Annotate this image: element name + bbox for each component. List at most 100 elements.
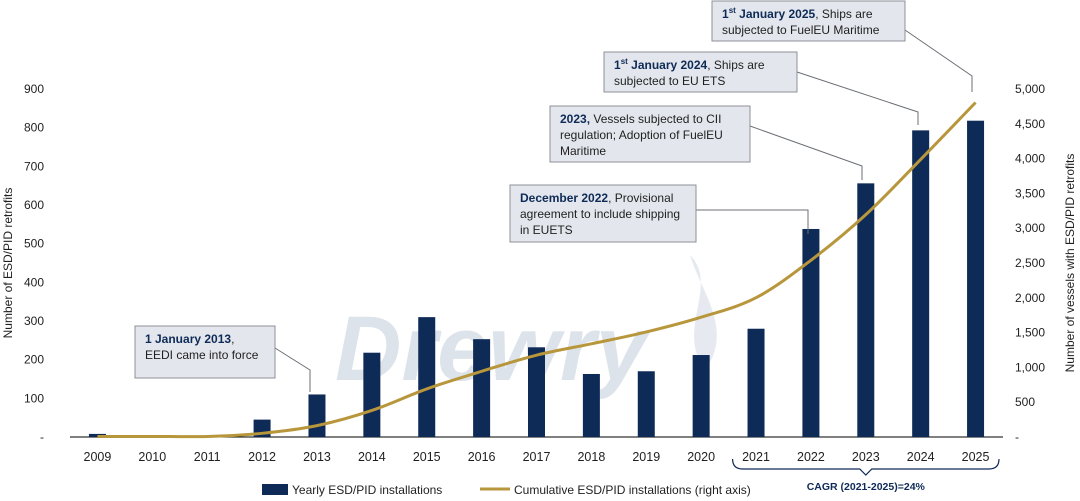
- y2-tick-label: 1,500: [1015, 326, 1045, 340]
- y2-tick-label: 4,500: [1015, 117, 1045, 131]
- annotation-line3: in EUETS: [520, 223, 573, 237]
- y2-tick-label: 4,000: [1015, 152, 1045, 166]
- y-tick-label: 300: [24, 314, 44, 328]
- annotation-2024: 1st January 2024, Ships are subjected to …: [603, 51, 919, 125]
- annotation-line2: EEDI came into force: [145, 348, 259, 362]
- annotation-box: [134, 325, 276, 379]
- annotation-box: [549, 105, 751, 163]
- annotation-bold: 1: [614, 58, 621, 72]
- y-tick-label: 600: [24, 198, 44, 212]
- annotation-line1: 1 January 2013,: [145, 332, 234, 346]
- cagr-label: CAGR (2021-2025)=24%: [807, 481, 926, 493]
- bar-2019: [637, 371, 655, 437]
- bar-2016: [473, 339, 491, 437]
- bar-2025: [967, 120, 985, 437]
- annotation-box: [711, 0, 906, 42]
- bar-2013: [308, 394, 326, 437]
- x-tick-label: 2017: [523, 450, 551, 464]
- annotation-leader-line: [749, 125, 863, 180]
- bar-2024: [912, 130, 930, 437]
- y-tick-label: 800: [24, 121, 44, 135]
- bar-2017: [528, 347, 545, 437]
- annotation-rest: ,: [231, 332, 234, 346]
- x-tick-label: 2022: [797, 450, 825, 464]
- annotation-leader-line: [274, 347, 311, 392]
- y-tick-label: 200: [24, 353, 44, 367]
- watermark-flame-icon: [690, 255, 717, 370]
- y-tick-label: -: [40, 430, 44, 444]
- annotation-sup: st: [621, 57, 628, 66]
- bar-2021: [747, 328, 765, 437]
- annotation-line1: December 2022, Provisional: [520, 191, 673, 205]
- annotation-bold2: January 2025: [736, 7, 816, 21]
- y2-tick-label: 2,000: [1015, 291, 1045, 305]
- annotation-line1: 1st January 2024, Ships are: [614, 57, 765, 72]
- bar-2018: [582, 373, 600, 437]
- y2-axis-title: Number of vessels with ESD/PID retrofits: [1063, 154, 1077, 373]
- y-tick-label: 100: [24, 391, 44, 405]
- annotation-rest: , Provisional: [608, 191, 673, 205]
- annotation-leader-line: [796, 71, 919, 125]
- annotation-rest: Vessels subjected to CII: [590, 112, 721, 126]
- y2-tick-label: 3,500: [1015, 186, 1045, 200]
- y2-tick-label: -: [1015, 430, 1019, 444]
- x-tick-label: 2009: [84, 450, 112, 464]
- annotation-leader-line: [904, 29, 973, 92]
- bar-2022: [802, 228, 820, 437]
- x-tick-label: 2012: [248, 450, 276, 464]
- cumulative-line: [97, 101, 977, 439]
- y2-tick-label: 2,500: [1015, 256, 1045, 270]
- annotation-leader-line: [696, 209, 809, 234]
- annotation-2025: 1st January 2025, Ships are subjected to …: [711, 0, 973, 92]
- y2-tick-label: 500: [1015, 395, 1035, 409]
- x-tick-label: 2020: [687, 450, 715, 464]
- x-tick-label: 2014: [358, 450, 386, 464]
- x-tick-label: 2023: [852, 450, 880, 464]
- x-tick-label: 2016: [468, 450, 496, 464]
- annotation-bold: 1 January 2013: [145, 332, 231, 346]
- bar-2014: [363, 352, 381, 437]
- x-tick-label: 2010: [138, 450, 166, 464]
- legend-bar-label: Yearly ESD/PID installations: [292, 483, 442, 497]
- y-tick-label: 400: [24, 275, 44, 289]
- annotation-box: [509, 184, 697, 243]
- legend-bar-swatch: [262, 484, 288, 495]
- x-tick-label: 2025: [962, 450, 990, 464]
- x-tick-label: 2018: [577, 450, 605, 464]
- annotation-rest: , Ships are: [815, 7, 873, 21]
- y-tick-label: 700: [24, 159, 44, 173]
- x-tick-label: 2015: [413, 450, 441, 464]
- x-tick-label: 2011: [194, 450, 221, 464]
- y2-tick-label: 5,000: [1015, 82, 1045, 96]
- cagr-bracket: [731, 458, 1000, 476]
- annotation-line2: agreement to include shipping: [520, 207, 680, 221]
- annotation-sup: st: [729, 6, 736, 15]
- bar-2015: [418, 317, 436, 437]
- x-tick-label: 2019: [632, 450, 660, 464]
- x-tick-label: 2021: [742, 450, 770, 464]
- legend-line-label: Cumulative ESD/PID installations (right …: [514, 483, 751, 497]
- annotation-line2: subjected to FuelEU Maritime: [722, 23, 880, 37]
- annotation-line1: 1st January 2025, Ships are: [722, 6, 873, 21]
- annotation-2023: 2023, Vessels subjected to CII regulation…: [549, 105, 863, 180]
- y-axis-title: Number of ESD/PID retrofits: [1, 188, 15, 339]
- annotation-2013: 1 January 2013, EEDI came into force: [134, 325, 311, 392]
- annotation-rest: , Ships are: [707, 58, 765, 72]
- watermark-text: Drewry: [335, 298, 651, 400]
- annotation-line2: subjected to EU ETS: [614, 74, 725, 88]
- annotation-2022: December 2022, Provisional agreement to i…: [509, 184, 809, 243]
- annotation-line1: 2023, Vessels subjected to CII: [560, 112, 721, 126]
- y-tick-label: 500: [24, 237, 44, 251]
- annotation-bold: December 2022: [520, 191, 608, 205]
- y-tick-label: 900: [24, 82, 44, 96]
- bar-2023: [857, 183, 875, 437]
- x-tick-label: 2024: [907, 450, 935, 464]
- x-tick-label: 2013: [303, 450, 331, 464]
- annotation-bold2: January 2024: [628, 58, 708, 72]
- annotation-line3: Maritime: [560, 144, 606, 158]
- bar-2020: [692, 355, 710, 437]
- annotation-bold: 2023,: [560, 112, 590, 126]
- annotation-line2: regulation; Adoption of FuelEU: [560, 128, 723, 142]
- annotation-box: [603, 51, 798, 93]
